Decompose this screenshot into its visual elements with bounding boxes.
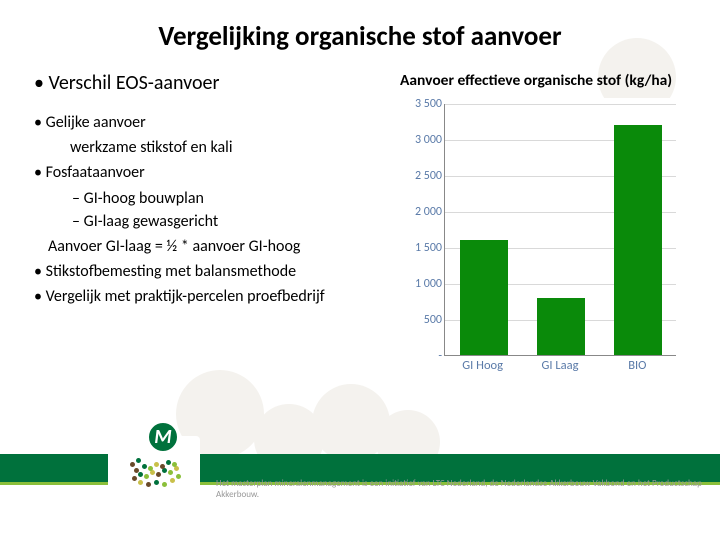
dash-item: GI-laag gewasgericht [48,210,392,233]
bullet-item: Vergelijk met praktijk-percelen proefbed… [34,285,392,308]
footer-text: Het masterplan mineralenmanagement is ee… [216,478,720,500]
bullet-note: Aanvoer GI-laag = ½ * aanvoer GI-hoog [34,235,392,258]
dash-item: GI-hoog bouwplan [48,187,392,210]
y-tick-label: 3 000 [398,133,442,147]
chart-bar [460,240,508,355]
y-tick-label: 1 500 [398,241,442,255]
x-tick-label: BIO [605,358,669,373]
bar-chart: - 500 1 000 1 500 2 000 2 500 3 000 3 500 GI Hoo… [400,98,682,390]
slide-title: Vergelijking organische stof aanvoer [0,0,720,71]
bullet-item: Fosfaataanvoer [34,161,392,184]
x-tick-label: GI Hoog [451,358,515,373]
plot-area [444,104,676,356]
logo: M [108,436,200,502]
bullet-item: Gelijke aanvoer [34,111,392,134]
content-row: Verschil EOS-aanvoer Gelijke aanvoer wer… [0,71,720,390]
chart-bar [614,125,662,355]
right-column: Aanvoer effectieve organische stof (kg/h… [392,71,700,390]
y-tick-label: - [398,349,442,363]
dash-list: GI-hoog bouwplan GI-laag gewasgericht [48,187,392,233]
bullet-item: Stikstofbemesting met balansmethode [34,260,392,283]
sub-bullet-list: Gelijke aanvoer werkzame stikstof en kal… [34,111,392,309]
chart-title: Aanvoer effectieve organische stof (kg/h… [400,71,700,90]
y-tick-label: 2 500 [398,169,442,183]
logo-letter: M [146,420,180,454]
bullet-subline: werkzame stikstof en kali [34,136,392,159]
y-tick-label: 3 500 [398,97,442,111]
chart-bar [537,298,585,356]
y-tick-label: 1 000 [398,277,442,291]
left-column: Verschil EOS-aanvoer Gelijke aanvoer wer… [34,71,392,390]
bullet-dash-wrap: GI-hoog bouwplan GI-laag gewasgericht [34,187,392,233]
main-bullet: Verschil EOS-aanvoer [34,71,392,95]
y-tick-label: 2 000 [398,205,442,219]
y-tick-label: 500 [398,313,442,327]
logo-dots [128,454,180,484]
x-tick-label: GI Laag [528,358,592,373]
